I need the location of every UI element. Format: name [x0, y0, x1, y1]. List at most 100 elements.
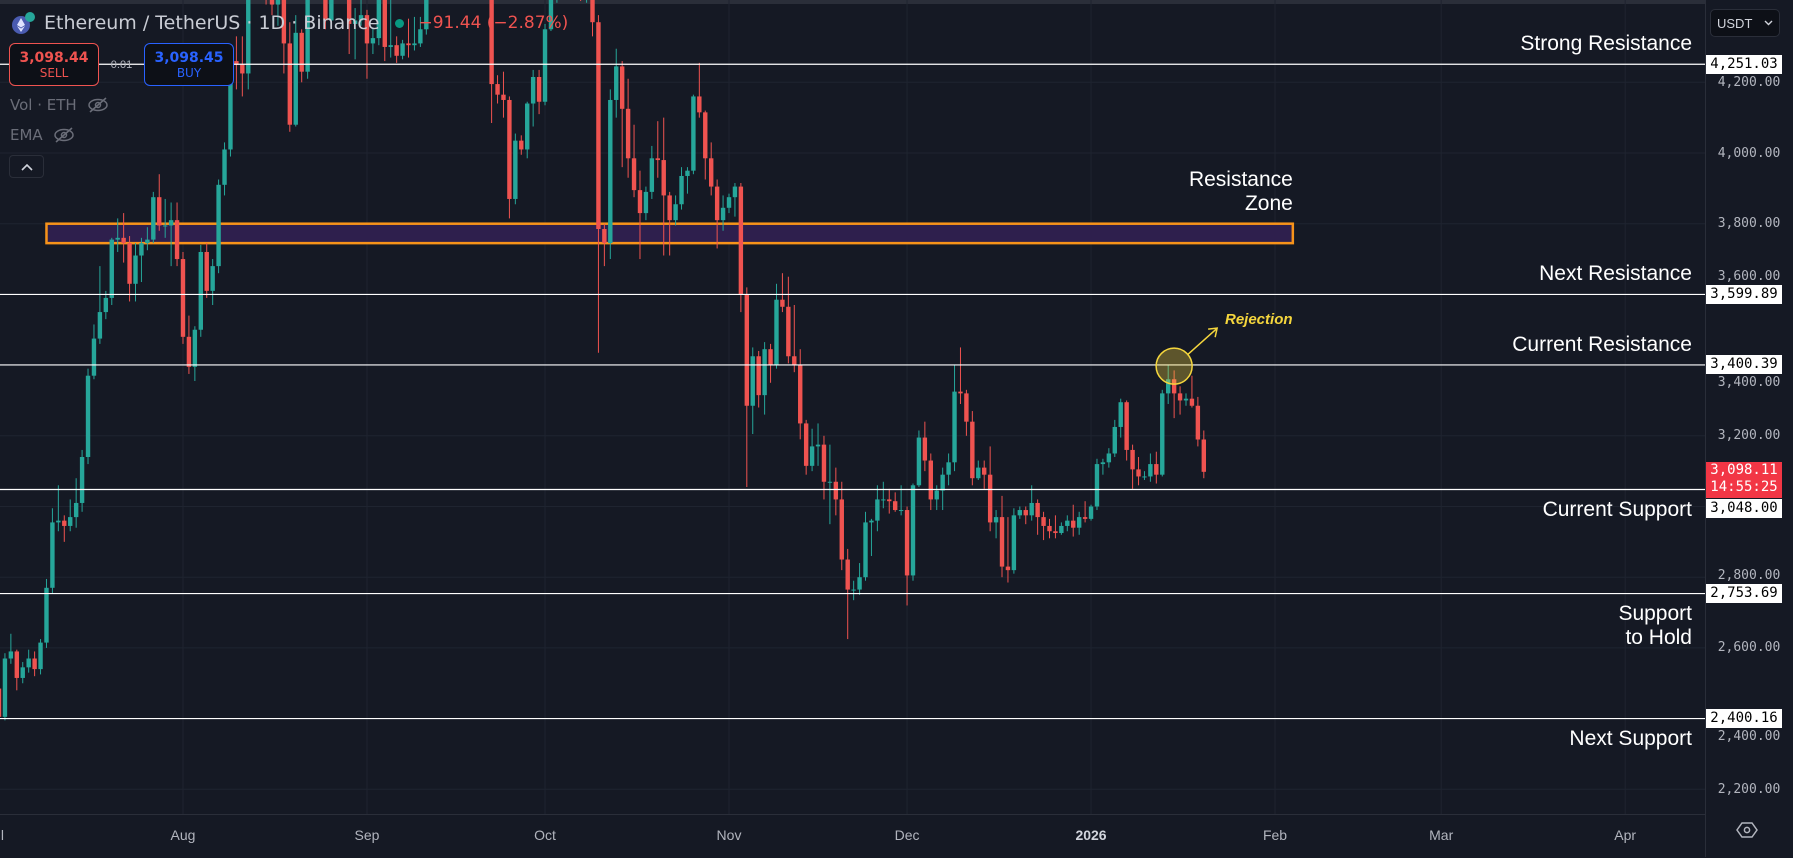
- price-chart[interactable]: [0, 0, 1705, 814]
- candle: [952, 365, 957, 472]
- time-tick-label: Oct: [534, 827, 556, 843]
- candle-body: [1023, 510, 1028, 516]
- price-tick-label: 4,000.00: [1717, 145, 1781, 161]
- candle-body: [910, 485, 916, 576]
- candle-body: [774, 299, 779, 366]
- candle: [406, 18, 411, 58]
- candle-body: [1201, 439, 1207, 472]
- candle: [73, 478, 79, 528]
- chart-settings-button[interactable]: [1736, 821, 1758, 844]
- candle-body: [1118, 402, 1123, 427]
- candle: [590, 0, 595, 37]
- candle: [204, 243, 209, 298]
- candle: [1154, 451, 1159, 484]
- candle: [133, 243, 138, 302]
- indicator-ema[interactable]: EMA: [10, 126, 75, 144]
- candle: [703, 110, 708, 180]
- candle-body: [1183, 398, 1189, 401]
- candle-body: [809, 446, 815, 466]
- candle: [667, 191, 672, 256]
- candle: [14, 649, 20, 691]
- candle-body: [780, 299, 785, 307]
- candle-body: [32, 658, 37, 670]
- candle: [210, 259, 215, 306]
- candle-body: [299, 32, 304, 72]
- currency-dropdown[interactable]: USDT: [1710, 9, 1780, 37]
- candle-body: [768, 349, 773, 366]
- candle: [602, 223, 607, 267]
- candle-body: [792, 356, 797, 366]
- candle: [596, 15, 601, 353]
- candle-body: [1071, 520, 1076, 528]
- level-price-label: 4,251.03: [1706, 54, 1782, 74]
- candle: [987, 446, 993, 532]
- time-tick-label: Nov: [716, 827, 742, 843]
- candle-body: [851, 589, 856, 591]
- candle-body: [1088, 506, 1094, 519]
- candle: [958, 347, 963, 404]
- collapse-legend-button[interactable]: [9, 155, 44, 178]
- candle-body: [887, 499, 892, 502]
- candle-body: [714, 186, 720, 221]
- candle: [1088, 504, 1094, 521]
- candle: [174, 202, 180, 267]
- level-price-label: 3,599.89: [1706, 284, 1782, 304]
- candle-body: [222, 149, 227, 185]
- candle-body: [133, 255, 138, 284]
- candle: [821, 435, 827, 500]
- candle: [655, 121, 660, 178]
- candle: [246, 0, 251, 90]
- candle-body: [869, 520, 874, 523]
- candle: [661, 117, 666, 256]
- arrow-line: [1187, 328, 1217, 355]
- candle: [287, 22, 293, 132]
- indicator-volume[interactable]: Vol · ETH: [10, 96, 109, 114]
- sell-button[interactable]: 3,098.44 SELL: [9, 43, 99, 86]
- candle: [91, 324, 97, 380]
- buy-button[interactable]: 3,098.45 BUY: [144, 43, 234, 86]
- time-axis[interactable]: [0, 814, 1705, 858]
- candle-body: [180, 259, 186, 337]
- candle: [833, 467, 839, 516]
- eye-off-icon[interactable]: [53, 127, 75, 143]
- candle: [180, 251, 186, 344]
- candle-body: [987, 474, 993, 523]
- candle: [85, 368, 91, 465]
- candle: [916, 430, 922, 488]
- symbol-title[interactable]: Ethereum / TetherUS · 1D · Binance: [44, 12, 380, 34]
- candle: [1112, 419, 1117, 458]
- candle-body: [513, 140, 518, 199]
- candle: [726, 193, 732, 214]
- candle-body: [14, 651, 20, 678]
- candle-body: [845, 559, 850, 590]
- candle-body: [833, 481, 839, 500]
- candle-body: [507, 99, 512, 199]
- time-tick-label: 2026: [1075, 827, 1107, 843]
- candle-body: [821, 444, 827, 482]
- candle: [103, 290, 109, 320]
- candle-body: [1177, 393, 1183, 401]
- candle: [68, 499, 73, 532]
- candle: [774, 283, 779, 369]
- candle-body: [162, 225, 168, 227]
- indicator-label: EMA: [10, 126, 43, 144]
- market-open-status-icon: [395, 18, 405, 28]
- candle-body: [424, 0, 429, 30]
- candle-body: [91, 338, 97, 376]
- candle-body: [495, 84, 500, 95]
- candle-body: [619, 66, 625, 109]
- candle-body: [382, 0, 387, 47]
- candle: [192, 326, 198, 382]
- candle-body: [1130, 449, 1135, 470]
- eye-off-icon[interactable]: [87, 97, 109, 113]
- candle-body: [1076, 517, 1082, 528]
- candle: [501, 71, 506, 118]
- candle-body: [958, 391, 963, 394]
- trade-panel: 3,098.44 SELL 0.01 3,098.45 BUY: [9, 43, 234, 86]
- candle: [352, 8, 358, 60]
- candle-body: [198, 251, 203, 330]
- candle-body: [857, 577, 862, 590]
- candle: [127, 236, 132, 302]
- candle-body: [358, 15, 364, 21]
- candle-body: [1136, 469, 1141, 477]
